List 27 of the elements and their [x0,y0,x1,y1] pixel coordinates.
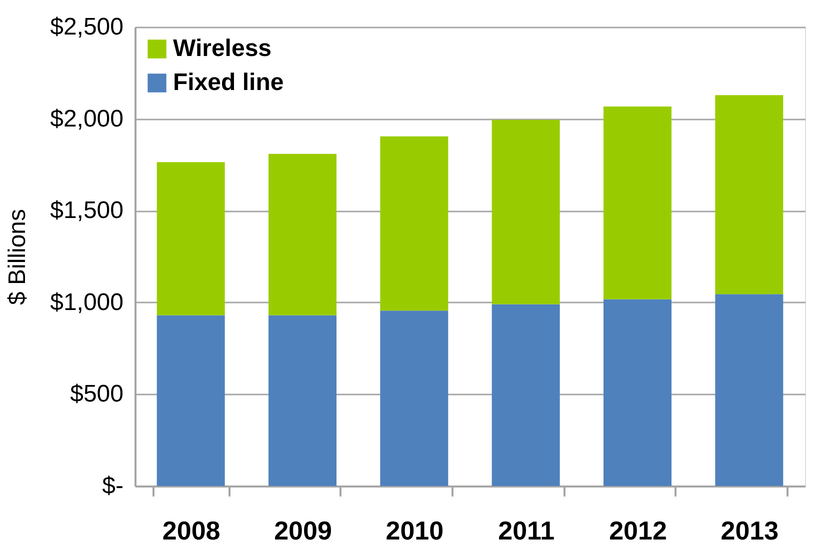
x-tick-label: 2008 [162,516,220,546]
bar [715,294,784,486]
x-tick-label: 2010 [386,516,444,546]
bar [492,120,560,304]
bar [715,95,784,294]
x-tick-label: 2011 [498,516,555,546]
y-tick-label: $500 [70,380,124,408]
legend-label: Wireless [173,35,272,62]
x-tick-label: 2012 [609,516,667,546]
bar [380,310,448,486]
y-tick-label: $- [102,472,124,500]
bar [156,315,225,486]
bar [380,136,448,311]
bar [492,304,560,486]
y-tick-label: $1,500 [50,197,124,224]
x-tick-label: 2009 [274,516,332,546]
legend-label: Fixed line [173,69,284,96]
bar [268,315,336,486]
bar [604,299,672,486]
x-tick-label: 2013 [720,516,779,546]
bar [268,154,336,316]
y-tick-label: $1,000 [50,288,124,316]
y-tick-label: $2,000 [50,105,124,132]
bar [156,162,225,316]
bar [604,106,672,300]
y-tick-label: $2,500 [50,14,124,40]
y-axis-title: $ Billions [4,208,32,306]
